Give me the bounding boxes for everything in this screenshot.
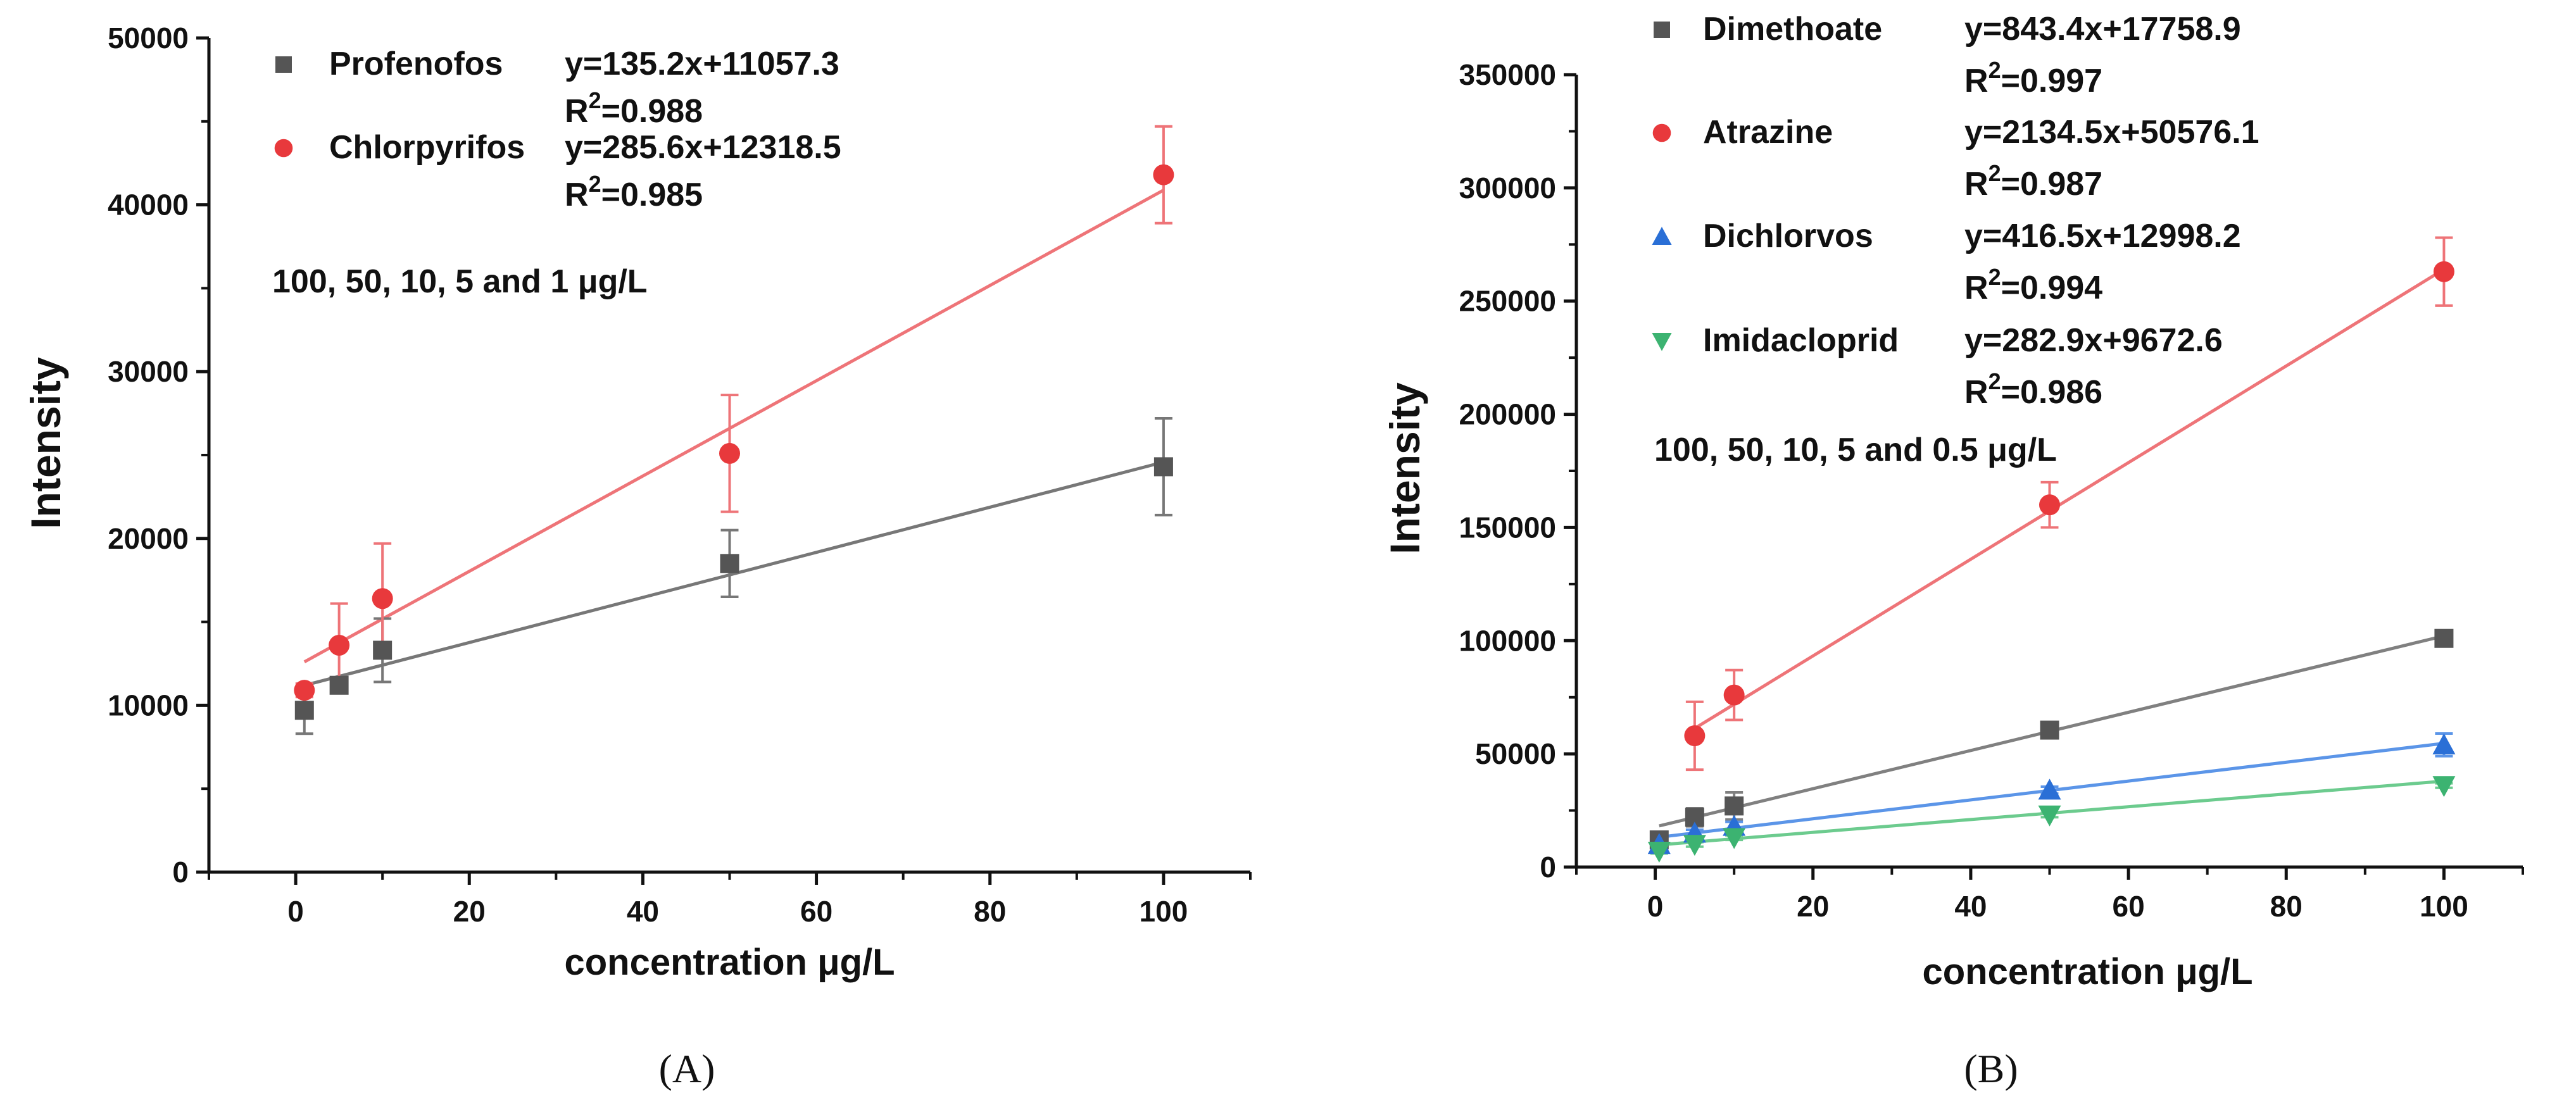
panel-b-point-dichlorvos <box>2038 778 2061 800</box>
panel-b-legend-name: Atrazine <box>1703 114 1833 151</box>
panel-b-y-tick-label: 0 <box>1540 851 1556 884</box>
panel-b-legend-r2: R2=0.986 <box>1964 368 2102 411</box>
panel-a-legend-marker-profenofos <box>275 56 292 73</box>
panel-a-concentration-note: 100, 50, 10, 5 and 1 μg/L <box>272 263 648 300</box>
panel-a-point-profenofos <box>720 554 739 573</box>
panel-a-legend-name: Profenofos <box>329 46 503 82</box>
panel-a-y-tick-label: 0 <box>172 856 189 889</box>
panel-a-legend-name: Chlorpyrifos <box>329 129 525 166</box>
panel-b-x-tick-label: 20 <box>1797 890 1829 923</box>
panel-b-legend-marker-atrazine <box>1652 123 1671 142</box>
panel-b-point-dimethoate <box>1725 796 1744 816</box>
panel-b-legend-equation: y=2134.5x+50576.1 <box>1964 114 2259 151</box>
panel-b-point-atrazine <box>1723 684 1745 706</box>
panel-b-y-tick-label: 100000 <box>1459 624 1557 657</box>
panel-a-x-tick-label: 100 <box>1140 895 1188 928</box>
panel-b-point-atrazine <box>1684 725 1706 747</box>
panel-a-fit-line-chlorpyrifos <box>303 189 1165 663</box>
panel-b-x-tick-label: 100 <box>2420 890 2468 923</box>
panel-b-legend-name: Dimethoate <box>1703 11 1882 47</box>
panel-b-point-imidacloprid <box>1683 835 1706 856</box>
panel-b-point-dichlorvos <box>2432 733 2456 754</box>
panel-b-point-dimethoate <box>2040 720 2059 740</box>
panel-b-y-tick-label: 300000 <box>1459 172 1557 204</box>
panel-a-x-tick-label: 0 <box>287 895 304 928</box>
panel-b-y-tick-label: 200000 <box>1459 398 1557 431</box>
panel-a-x-tick-label: 40 <box>627 895 659 928</box>
panel-b-x-tick-label: 80 <box>2270 890 2303 923</box>
panel-b-legend-equation: y=416.5x+12998.2 <box>1964 218 2241 254</box>
panel-a-legend-r2: R2=0.988 <box>565 87 703 130</box>
panel-a-x-tick-label: 80 <box>974 895 1006 928</box>
panel-a-y-tick-label: 30000 <box>108 355 189 388</box>
panel-a-point-chlorpyrifos <box>1153 164 1174 185</box>
panel-b-x-tick-label: 40 <box>1954 890 1987 923</box>
panel-b-legend-r2: R2=0.994 <box>1964 264 2102 306</box>
panel-a-legend-marker-chlorpyrifos <box>274 139 293 158</box>
panel-b-y-tick-label: 250000 <box>1459 285 1557 318</box>
panel-a-y-tick-label: 20000 <box>108 522 189 555</box>
panel-a-y-tick-label: 40000 <box>108 189 189 222</box>
panel-b-legend-name: Dichlorvos <box>1703 218 1873 254</box>
panel-b-point-atrazine <box>2433 261 2454 282</box>
panel-b-concentration-note: 100, 50, 10, 5 and 0.5 μg/L <box>1654 432 2057 468</box>
panel-a-point-profenofos <box>1153 457 1173 477</box>
panel-b-y-tick-label: 50000 <box>1475 737 1556 770</box>
panel-b-fit-line-atrazine <box>1693 268 2445 730</box>
panel-b-legend-equation: y=843.4x+17758.9 <box>1964 11 2241 47</box>
panel-b-point-imidacloprid <box>1647 841 1671 863</box>
panel-b-chart: 0 20 40 60 80 100 0 50000 100000 150000 200000 2500… <box>1381 11 2524 1091</box>
panel-b-x-tick-label: 60 <box>2112 890 2144 923</box>
panel-a-x-axis-title: concentration μg/L <box>564 942 895 983</box>
panel-b-legend-r2: R2=0.997 <box>1964 57 2102 99</box>
panel-a-point-chlorpyrifos <box>294 680 315 701</box>
panel-b-point-imidacloprid <box>1723 828 1746 849</box>
panel-a-point-chlorpyrifos <box>329 635 350 656</box>
panel-b-y-axis-title: Intensity <box>1381 382 1428 554</box>
panel-b-y-tick-label: 150000 <box>1459 511 1557 544</box>
panel-b-point-dimethoate <box>2434 628 2454 648</box>
panel-b-legend-marker-dimethoate <box>1654 22 1670 38</box>
panel-a-label: (A) <box>659 1046 715 1091</box>
panel-b-legend-marker-dichlorvos <box>1652 227 1672 245</box>
panel-b-x-axis-title: concentration μg/L <box>1922 951 2252 992</box>
panel-b-legend-name: Imidacloprid <box>1703 322 1899 359</box>
panel-a-point-profenofos <box>373 640 393 660</box>
panel-b-legend-marker-imidacloprid <box>1652 333 1672 351</box>
panel-b-point-imidacloprid <box>2038 805 2061 827</box>
panel-a-y-tick-label: 50000 <box>108 22 189 54</box>
panel-b-y-tick-label: 350000 <box>1459 58 1557 91</box>
panel-a-legend-r2: R2=0.985 <box>565 171 703 213</box>
panel-a-y-axis-title: Intensity <box>22 357 69 529</box>
panel-b-point-imidacloprid <box>2432 776 2456 797</box>
panel-a-x-tick-label: 60 <box>800 895 832 928</box>
panel-a-point-chlorpyrifos <box>719 442 740 464</box>
panel-a-y-tick-label: 10000 <box>108 689 189 722</box>
panel-a-legend-equation: y=285.6x+12318.5 <box>565 129 841 166</box>
panel-a-point-profenofos <box>294 701 314 720</box>
panel-b-x-tick-label: 0 <box>1647 890 1664 923</box>
panel-a-fit-line-profenofos <box>304 460 1164 687</box>
panel-a-point-profenofos <box>329 675 349 695</box>
panel-a-chart: 0 20 40 60 80 100 0 10000 20000 30000 40000 50000 co… <box>22 22 1252 1091</box>
panel-b-legend-equation: y=282.9x+9672.6 <box>1964 322 2223 359</box>
panel-b-label: (B) <box>1964 1046 2018 1091</box>
panel-a-x-tick-label: 20 <box>453 895 486 928</box>
panel-a-point-chlorpyrifos <box>372 588 393 609</box>
panel-b-legend-r2: R2=0.987 <box>1964 160 2102 203</box>
panel-a-legend-equation: y=135.2x+11057.3 <box>565 46 839 82</box>
panel-b-point-atrazine <box>2039 494 2060 516</box>
